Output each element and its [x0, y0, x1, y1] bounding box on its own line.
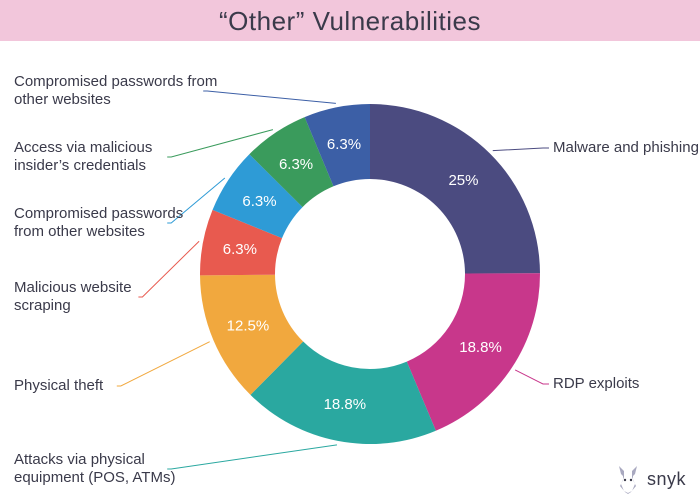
slice-percent: 18.8% — [459, 339, 502, 356]
leader-line — [493, 148, 549, 151]
doberman-icon — [615, 464, 641, 494]
slice-percent: 6.3% — [327, 136, 361, 153]
leader-line — [203, 91, 336, 103]
slice-label: Malicious websitescraping — [14, 279, 132, 314]
slice-label: Compromised passwords fromother websites — [14, 73, 217, 108]
page-title: “Other” Vulnerabilities — [219, 6, 481, 36]
donut-chart: 25% 18.8% 18.8% 12.5% 6.3% 6.3% 6.3% 6.3% Malwar… — [0, 46, 700, 504]
leader-line — [138, 241, 199, 297]
slice-label: Attacks via physicalequipment (POS, ATMs… — [14, 451, 175, 486]
slice-percent: 12.5% — [227, 318, 270, 335]
slice-percent: 25% — [448, 172, 478, 189]
slice-percent: 6.3% — [279, 156, 313, 173]
slice-percent: 6.3% — [242, 193, 276, 210]
slice-label: Malware and phishing — [553, 139, 699, 156]
slice-label: Compromised passwordsfrom other websites — [14, 205, 183, 240]
slice-percent: 18.8% — [324, 396, 367, 413]
slice-percent: 6.3% — [223, 241, 257, 258]
slice-label: Access via maliciousinsider’s credential… — [14, 139, 152, 174]
leader-line — [515, 370, 549, 384]
title-bar: “Other” Vulnerabilities — [0, 0, 700, 41]
brand-logo: snyk — [615, 464, 686, 494]
leader-line — [167, 445, 337, 469]
leader-line — [117, 342, 210, 386]
slice-label: Physical theft — [14, 377, 104, 394]
slice-label: RDP exploits — [553, 375, 639, 392]
brand-text: snyk — [647, 469, 686, 490]
